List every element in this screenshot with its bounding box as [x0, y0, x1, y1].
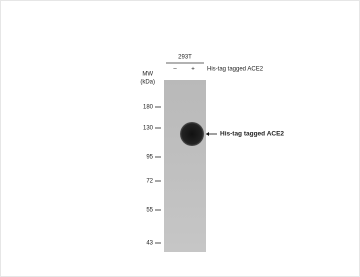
- marker-label: 72: [146, 179, 153, 185]
- figure: 293T – + His-tag tagged ACE2 MW (kDa) 18…: [0, 0, 360, 277]
- ladder-title: MW: [142, 72, 153, 78]
- blot: [164, 80, 206, 252]
- annotation: His-tag tagged ACE2: [220, 131, 284, 138]
- marker-label: 130: [143, 126, 154, 132]
- cell-line: 293T: [178, 55, 192, 61]
- lane-row-label: His-tag tagged ACE2: [207, 67, 264, 73]
- marker-label: 55: [146, 208, 153, 214]
- marker-label: 43: [146, 241, 153, 247]
- band: [180, 122, 204, 146]
- marker-label: 180: [143, 105, 154, 111]
- lane-label: +: [191, 67, 195, 73]
- ladder-unit: (kDa): [140, 80, 155, 86]
- marker-label: 95: [146, 155, 153, 161]
